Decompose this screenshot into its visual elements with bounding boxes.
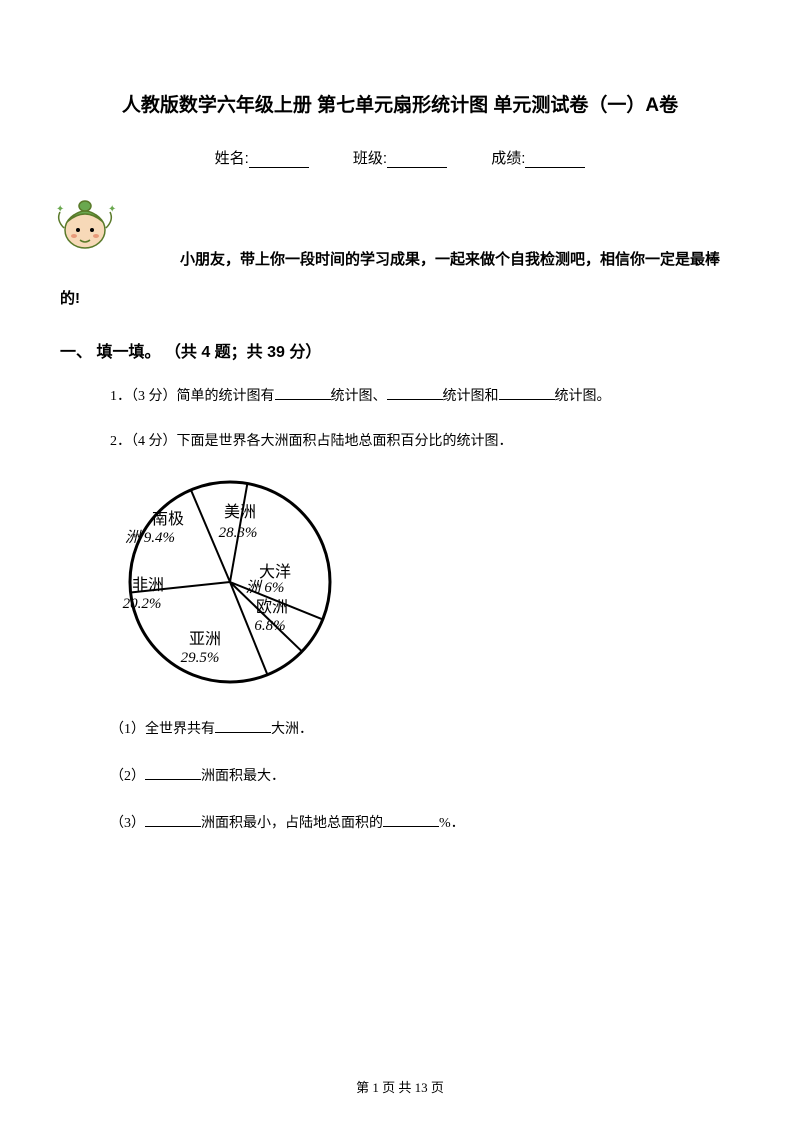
mascot-icon: ✦ ✦ <box>50 188 120 258</box>
svg-text:✦: ✦ <box>56 204 64 215</box>
sq2-prefix: （2） <box>110 769 145 784</box>
sq1-suffix: 大洲． <box>271 722 313 737</box>
svg-text:南极: 南极 <box>152 510 184 528</box>
svg-text:亚洲: 亚洲 <box>189 631 221 648</box>
svg-text:✦: ✦ <box>108 204 116 215</box>
greeting-line-1: 小朋友，带上你一段时间的学习成果，一起来做个自我检测吧，相信你一定是最棒 <box>60 198 740 279</box>
q1-mid1: 统计图、 <box>331 389 387 404</box>
question-1: 1．（3 分）简单的统计图有 统计图、 统计图和 统计图。 <box>110 382 740 413</box>
q1-suffix: 统计图。 <box>555 389 611 404</box>
sq3-mid: 洲面积最小，占陆地总面积的 <box>201 816 383 831</box>
q1-blank-1[interactable] <box>275 386 331 400</box>
name-blank[interactable] <box>249 152 309 168</box>
sq2-blank[interactable] <box>145 766 201 780</box>
greeting-block: ✦ ✦ 小朋友，带上你一段时间的学习成果，一起来做个自我检测吧，相信你一定是最棒… <box>60 198 740 318</box>
greeting-line-2: 的! <box>60 279 740 318</box>
svg-text:28.3%: 28.3% <box>219 525 258 541</box>
q1-mid2: 统计图和 <box>443 389 499 404</box>
sq1-prefix: （1）全世界共有 <box>110 722 215 737</box>
sq2-suffix: 洲面积最大． <box>201 769 285 784</box>
page-footer: 第 1 页 共 13 页 <box>0 1077 800 1096</box>
svg-text:非洲: 非洲 <box>132 576 164 594</box>
q1-blank-2[interactable] <box>387 386 443 400</box>
sq1-blank[interactable] <box>215 719 271 733</box>
q2-text: 2．（4 分）下面是世界各大洲面积占陆地总面积百分比的统计图． <box>110 434 513 449</box>
name-label: 姓名: <box>215 150 249 167</box>
svg-text:20.2%: 20.2% <box>123 596 162 612</box>
sq3-blank-1[interactable] <box>145 813 201 827</box>
section-1-heading: 一、 填一填。 （共 4 题；共 39 分） <box>60 338 740 362</box>
q1-prefix: 1．（3 分）简单的统计图有 <box>110 389 275 404</box>
svg-text:6.8%: 6.8% <box>254 618 285 634</box>
svg-text:29.5%: 29.5% <box>181 650 220 666</box>
sq3-blank-2[interactable] <box>383 813 439 827</box>
sub-question-1: （1）全世界共有 大洲． <box>110 717 740 742</box>
class-label: 班级: <box>353 150 387 167</box>
svg-text:欧洲: 欧洲 <box>256 598 288 616</box>
svg-text:美洲: 美洲 <box>224 503 256 521</box>
svg-text:洲 9.4%: 洲 9.4% <box>125 529 175 546</box>
class-blank[interactable] <box>387 152 447 168</box>
student-info-row: 姓名: 班级: 成绩: <box>60 147 740 168</box>
sub-question-2: （2） 洲面积最大． <box>110 764 740 789</box>
score-label: 成绩: <box>491 150 525 167</box>
score-blank[interactable] <box>525 152 585 168</box>
svg-text:大洋: 大洋 <box>259 563 291 581</box>
sq3-suffix: %． <box>439 816 465 831</box>
sq3-prefix: （3） <box>110 816 145 831</box>
continent-pie-chart: 美洲 28.3% 大洋洲 6% 欧洲 6.8% 亚洲 29.5% 非洲 20.2% 南极洲 9.4… <box>120 472 740 699</box>
q1-blank-3[interactable] <box>499 386 555 400</box>
page-title: 人教版数学六年级上册 第七单元扇形统计图 单元测试卷（一）A卷 <box>60 90 740 117</box>
sub-question-3: （3） 洲面积最小，占陆地总面积的 %． <box>110 811 740 836</box>
question-2: 2．（4 分）下面是世界各大洲面积占陆地总面积百分比的统计图． <box>110 427 740 458</box>
svg-text:洲 6%: 洲 6% <box>246 579 285 596</box>
